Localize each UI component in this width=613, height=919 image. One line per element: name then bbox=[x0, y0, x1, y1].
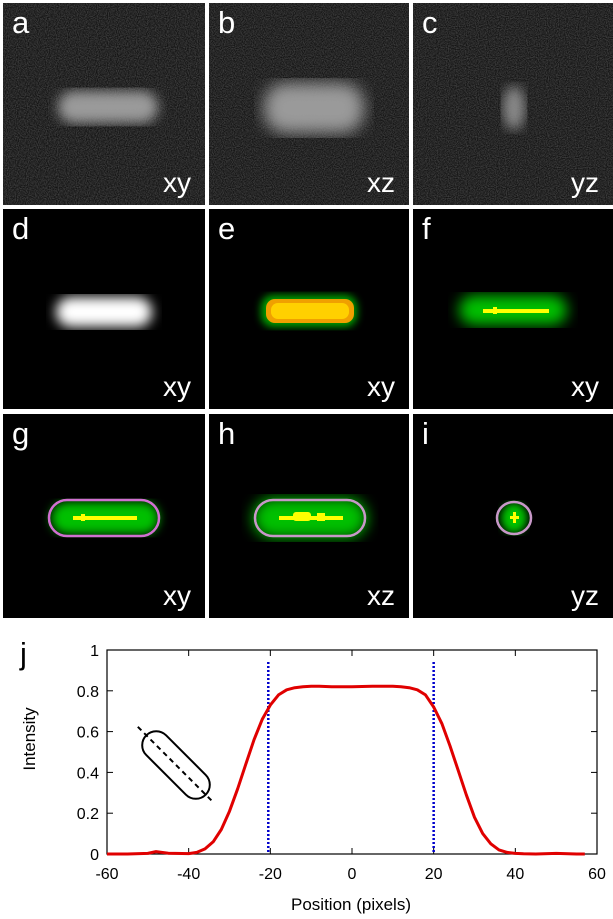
panel-d: d xy bbox=[3, 209, 205, 409]
x-axis-label: Position (pixels) bbox=[291, 895, 411, 914]
panel-letter: d bbox=[12, 211, 30, 246]
view-label: yz bbox=[571, 167, 599, 198]
raw-image-xy bbox=[3, 3, 205, 205]
panel-letter: b bbox=[218, 5, 236, 40]
panel-letter: a bbox=[12, 5, 30, 40]
panel-letter: g bbox=[12, 416, 30, 451]
raw-image-xz bbox=[209, 3, 409, 205]
x-tick-label: 0 bbox=[348, 866, 357, 883]
fit-image-xy bbox=[47, 498, 161, 538]
cell-schematic bbox=[137, 726, 215, 804]
panel-letter: c bbox=[422, 5, 438, 40]
intensity-curve bbox=[107, 684, 585, 856]
y-tick-label: 0 bbox=[90, 847, 99, 864]
panel-b: b xz bbox=[209, 3, 409, 205]
panel-g: g xy bbox=[3, 414, 205, 618]
intensity-profile-chart: j Intensity Position (pixels) -60 -40 -20 0… bbox=[19, 636, 606, 914]
panel-letter-j: j bbox=[19, 636, 27, 671]
boundary-lines bbox=[267, 662, 435, 854]
y-tick-label: 0.4 bbox=[77, 765, 99, 782]
view-label: xy bbox=[571, 371, 599, 402]
panel-a: a xy bbox=[3, 3, 205, 205]
panel-c: c yz bbox=[413, 3, 613, 205]
fit-image-xz bbox=[253, 498, 367, 538]
panel-h: h xz bbox=[209, 414, 409, 618]
thresholded-image-xy bbox=[261, 295, 357, 327]
view-label: xy bbox=[163, 580, 191, 611]
view-label: xz bbox=[367, 167, 395, 198]
view-label: xz bbox=[367, 580, 395, 611]
x-tick-label: 40 bbox=[506, 866, 524, 883]
view-label: xy bbox=[367, 371, 395, 402]
y-axis-label: Intensity bbox=[20, 707, 39, 771]
raw-image-yz bbox=[413, 3, 613, 205]
x-tick-label: 60 bbox=[588, 866, 606, 883]
view-label: yz bbox=[571, 580, 599, 611]
x-tick-label: 20 bbox=[425, 866, 443, 883]
panel-e: e xy bbox=[209, 209, 409, 409]
panel-letter: f bbox=[422, 211, 431, 246]
axes: -60 -40 -20 0 20 40 60 0 0.2 0.4 0.6 0.8 1 bbox=[77, 643, 606, 883]
y-tick-label: 0.2 bbox=[77, 806, 99, 823]
panel-f: f xy bbox=[413, 209, 613, 409]
y-tick-label: 1 bbox=[90, 643, 99, 660]
y-tick-label: 0.6 bbox=[77, 725, 99, 742]
panel-letter: i bbox=[422, 416, 429, 451]
y-tick-label: 0.8 bbox=[77, 684, 99, 701]
panel-letter: e bbox=[218, 211, 236, 246]
skeleton-image-xy bbox=[459, 295, 567, 325]
x-tick-label: -40 bbox=[177, 866, 200, 883]
smoothed-image-xy bbox=[56, 297, 152, 327]
view-label: xy bbox=[163, 167, 191, 198]
view-label: xy bbox=[163, 371, 191, 402]
panel-letter: h bbox=[218, 416, 236, 451]
plot-frame bbox=[106, 649, 598, 855]
x-tick-label: -20 bbox=[259, 866, 282, 883]
x-tick-label: -60 bbox=[95, 866, 118, 883]
fit-image-yz bbox=[495, 500, 533, 536]
panel-i: i yz bbox=[413, 414, 613, 618]
